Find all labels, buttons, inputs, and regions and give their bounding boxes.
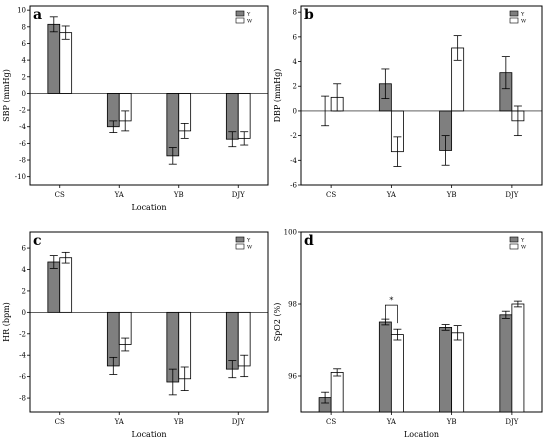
panel-b: 8 6 4 2 0 -2 -4 -6 CS YA YB DJY b YW DBP (mmHg) (273, 5, 543, 199)
y-tick-label: 96 (288, 373, 297, 381)
category-label: DJY (505, 191, 518, 199)
y-tick-label: 0 (293, 107, 297, 115)
y-tick-label: 4 (22, 57, 27, 65)
y-tick-label: 0 (22, 309, 26, 317)
y-tick-label: 0 (22, 90, 26, 98)
y-tick-label: 8 (22, 23, 26, 31)
category-label: YA (114, 191, 125, 199)
y-tick-label: 8 (293, 9, 297, 17)
legend-label: W (521, 19, 527, 25)
panel-d: 100 98 96 CS YA YB DJY d YW SpO2 (%) Location * (273, 229, 543, 439)
y-tick-label: 100 (284, 229, 297, 237)
category-label: DJY (505, 418, 518, 426)
y-tick-label: -10 (15, 173, 26, 181)
legend-swatch (509, 236, 519, 243)
y-tick-label: -6 (19, 140, 26, 148)
bar-w-djy (511, 303, 525, 413)
category-label: DJY (232, 191, 245, 199)
panel-letter: a (33, 7, 42, 23)
y-tick-label: -4 (19, 352, 26, 360)
legend-swatch (235, 17, 245, 24)
category-label: CS (326, 191, 336, 199)
y-axis-title: DBP (mmHg) (273, 69, 282, 123)
y-tick-label: 10 (17, 7, 26, 15)
y-tick-label: -2 (19, 107, 26, 115)
y-tick-label: -8 (19, 395, 26, 403)
bar-w-cs (59, 257, 73, 313)
panel-letter: c (33, 233, 42, 249)
y-tick-label: 2 (22, 73, 26, 81)
y-tick-label: 2 (293, 83, 297, 91)
panel-letter: b (304, 7, 314, 23)
category-label: CS (55, 418, 65, 426)
category-label: YB (173, 418, 184, 426)
bar-y-yb (439, 326, 453, 413)
plot-frame (300, 5, 543, 186)
bar-w-cs (330, 371, 344, 413)
y-tick-label: 98 (288, 301, 297, 309)
legend-label: Y (246, 238, 251, 244)
legend-label: Y (520, 12, 525, 18)
x-axis-title: Location (131, 203, 166, 212)
y-tick-label: 4 (293, 58, 298, 66)
bar-y-cs (47, 261, 61, 313)
y-tick-label: -6 (290, 182, 297, 190)
category-label: YA (386, 191, 397, 199)
significance-bracket (385, 304, 398, 324)
category-label: DJY (232, 418, 245, 426)
legend-swatch (235, 236, 245, 243)
legend-label: W (247, 245, 253, 251)
y-axis-title: SpO2 (%) (273, 303, 282, 342)
y-tick-label: 6 (22, 245, 27, 253)
legend-label: W (521, 245, 527, 251)
bar-w-ya (390, 334, 404, 413)
y-tick-label: 4 (22, 266, 27, 274)
y-tick-label: -2 (19, 330, 26, 338)
y-tick-label: 6 (22, 40, 27, 48)
category-label: YA (386, 418, 397, 426)
plot-frame (29, 231, 269, 413)
legend-swatch (235, 243, 245, 250)
y-tick-label: -4 (290, 157, 297, 165)
legend-swatch (509, 17, 519, 24)
legend-label: W (247, 19, 253, 25)
category-label: CS (326, 418, 336, 426)
plot-frame (300, 231, 543, 413)
legend-swatch (509, 10, 519, 17)
category-label: YB (173, 191, 184, 199)
y-tick-label: -4 (19, 123, 26, 131)
bar-y-djy (499, 314, 513, 413)
y-tick-label: -6 (19, 373, 26, 381)
y-tick-label: 2 (22, 287, 26, 295)
x-axis-title: Location (131, 430, 166, 439)
legend-swatch (509, 243, 519, 250)
bar-w-cs (59, 32, 73, 94)
panel-c: 6 4 2 0 -2 -4 -6 -8 CS YA YB DJY c YW HR (bpm) Location (2, 231, 269, 439)
category-label: YA (114, 418, 125, 426)
x-axis-title: Location (404, 430, 439, 439)
legend-label: Y (520, 238, 525, 244)
legend-label: Y (246, 12, 251, 18)
category-label: YB (446, 418, 457, 426)
y-tick-label: 6 (293, 33, 298, 41)
y-axis-title: SBP (mmHg) (2, 69, 11, 122)
bar-y-cs (47, 23, 61, 94)
y-tick-label: -8 (19, 157, 26, 165)
bar-y-yb (166, 93, 180, 157)
panel-letter: d (304, 233, 314, 249)
y-axis-title: HR (bpm) (2, 302, 11, 342)
plot-frame (29, 5, 269, 186)
bar-y-ya (378, 321, 392, 413)
legend-swatch (235, 10, 245, 17)
y-tick-label: -2 (290, 132, 297, 140)
category-label: CS (55, 191, 65, 199)
category-label: YB (446, 191, 457, 199)
bar-w-yb (451, 332, 465, 413)
significance-marker: * (389, 296, 393, 305)
panel-a: 10 8 6 4 2 0 -2 -4 -6 -8 -10 CS YA YB DJY a YW SBP (mmHg)… (2, 5, 269, 212)
